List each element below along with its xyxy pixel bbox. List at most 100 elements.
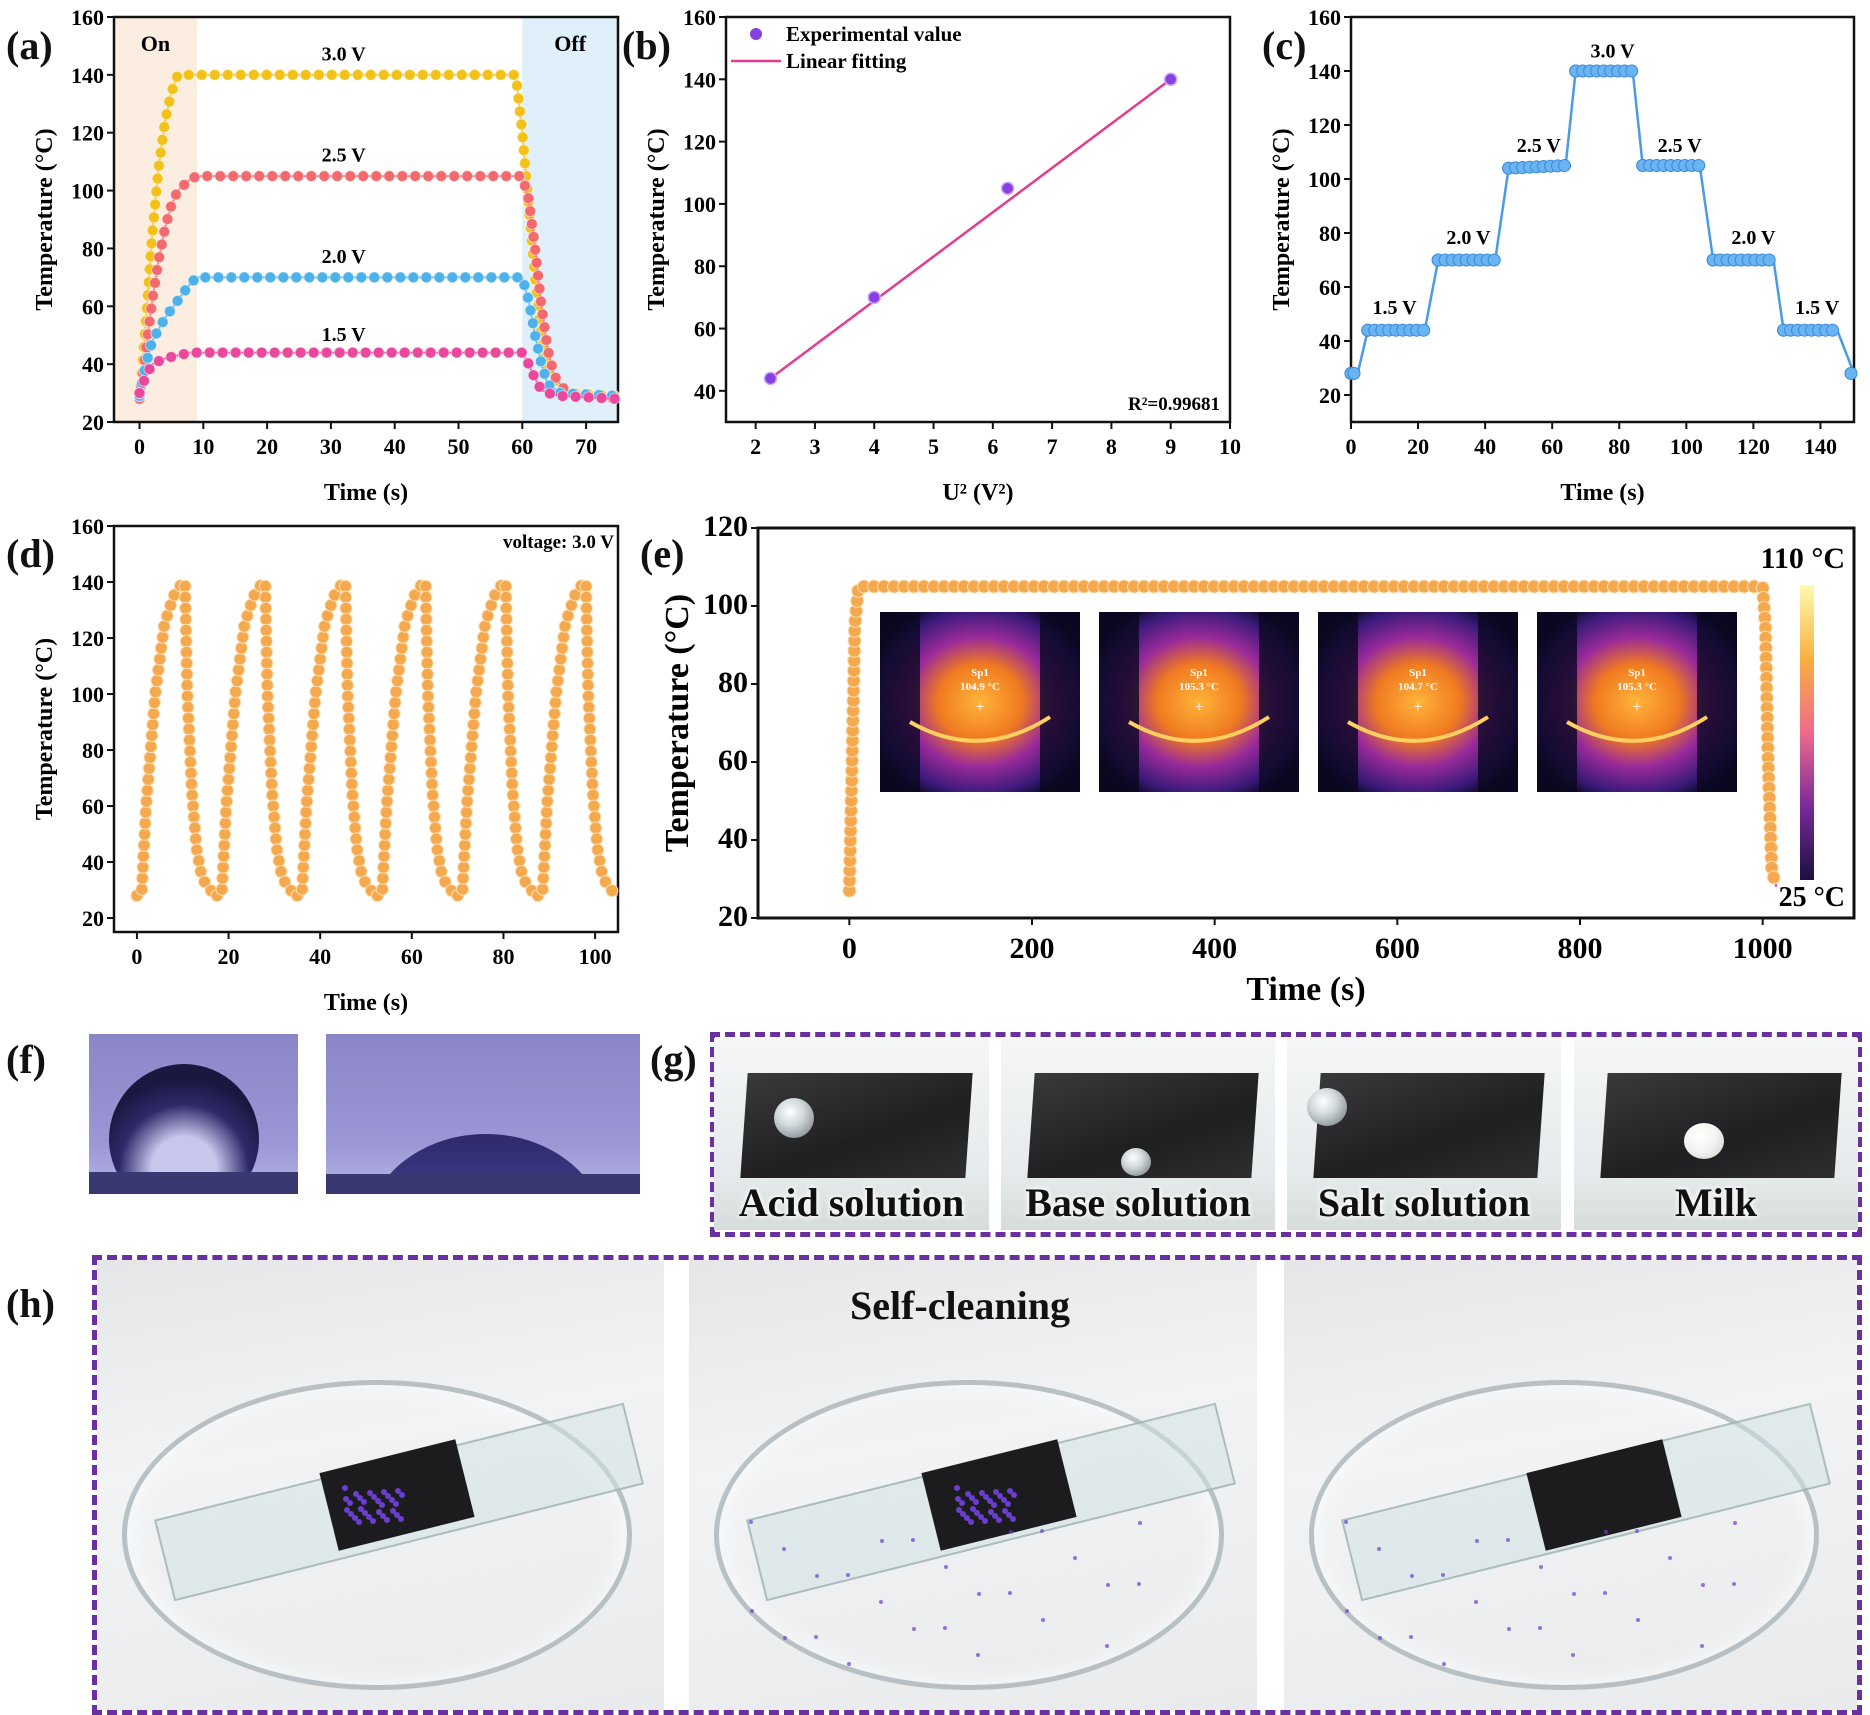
chart-c: 0 20 40 60 80 100 120 140 20 40 60 80 100 120 140 160 Ti… xyxy=(1269,5,1858,506)
petri-dish xyxy=(714,1380,1224,1690)
data-point xyxy=(396,170,409,183)
data-point xyxy=(183,755,197,769)
dirt-particle xyxy=(1344,1520,1348,1524)
y-tick-label: 80 xyxy=(82,738,104,763)
data-point xyxy=(515,118,528,131)
thermal-shadow xyxy=(1478,612,1518,792)
data-point xyxy=(420,271,433,284)
data-point xyxy=(258,579,272,593)
data-point xyxy=(142,761,156,775)
data-point xyxy=(499,579,513,593)
data-point xyxy=(380,794,394,808)
dirt-particle xyxy=(991,1502,997,1508)
data-point xyxy=(391,674,405,688)
data-point xyxy=(364,68,377,81)
data-point xyxy=(216,860,230,874)
data-point xyxy=(263,744,277,758)
x-tick-label: 20 xyxy=(1407,434,1429,459)
data-point xyxy=(220,794,234,808)
data-point xyxy=(305,729,319,743)
data-point xyxy=(458,838,472,852)
x-tick-label: 8 xyxy=(1106,434,1117,459)
y-tick-label: 60 xyxy=(718,744,748,777)
y-tick-label: 100 xyxy=(71,682,104,707)
data-point xyxy=(1762,253,1776,267)
data-point xyxy=(867,290,881,305)
spot-temp: 105.3 °C xyxy=(1617,681,1657,693)
data-point xyxy=(346,346,359,359)
data-point xyxy=(459,271,472,284)
data-point xyxy=(340,667,354,681)
data-point xyxy=(259,634,273,648)
y-tick-label: 160 xyxy=(1308,5,1341,30)
data-point xyxy=(152,355,165,368)
data-point xyxy=(181,700,195,714)
data-point xyxy=(530,256,543,269)
y-tick-label: 120 xyxy=(71,121,104,146)
data-point xyxy=(300,794,314,808)
data-point xyxy=(407,271,420,284)
data-point xyxy=(146,224,159,237)
dirt-particle xyxy=(357,1495,363,1501)
data-point xyxy=(198,875,212,889)
thermal-image: Sp1 105.3 °C + xyxy=(1537,612,1737,792)
data-point xyxy=(298,827,312,841)
x-axis-label: Time (s) xyxy=(324,990,408,1016)
dirt-particle xyxy=(1572,1592,1576,1596)
dirt-particle xyxy=(750,1609,754,1613)
data-point xyxy=(522,357,535,370)
thermal-shadow xyxy=(1318,612,1358,792)
x-axis-label: Time (s) xyxy=(1560,480,1644,506)
data-point xyxy=(312,663,326,677)
data-point xyxy=(163,95,176,108)
data-point xyxy=(377,849,391,863)
data-point xyxy=(262,722,276,736)
data-point xyxy=(557,630,571,644)
data-point xyxy=(465,739,479,753)
y-tick-label: 80 xyxy=(718,666,748,699)
x-tick-label: 6 xyxy=(987,434,998,459)
data-point xyxy=(149,198,162,211)
data-point xyxy=(508,810,522,824)
data-point xyxy=(579,590,593,604)
data-point xyxy=(143,315,156,328)
data-point xyxy=(450,346,463,359)
data-point xyxy=(221,783,235,797)
data-point xyxy=(416,68,429,81)
data-point xyxy=(538,367,551,380)
data-point xyxy=(430,843,444,857)
r-squared: R²=0.99681 xyxy=(1128,394,1220,415)
y-axis-label: Temperature (°C) xyxy=(1269,128,1295,310)
y-tick-label: 160 xyxy=(71,5,104,30)
y-tick-label: 80 xyxy=(694,254,716,279)
data-point xyxy=(181,711,195,725)
data-point xyxy=(154,641,168,655)
data-point xyxy=(179,284,192,297)
dirt-particle xyxy=(1007,1488,1013,1494)
data-point xyxy=(138,816,152,830)
data-point xyxy=(339,601,353,615)
dirt-particle xyxy=(992,1513,998,1519)
data-point xyxy=(344,766,358,780)
data-point xyxy=(591,843,605,857)
data-point xyxy=(595,392,608,405)
series-label: 2.5 V xyxy=(322,145,367,167)
data-point xyxy=(333,346,346,359)
data-point xyxy=(513,170,526,183)
data-point xyxy=(297,838,311,852)
dirt-particle xyxy=(1105,1644,1109,1648)
data-point xyxy=(472,663,486,677)
data-point xyxy=(217,849,231,863)
dirt-particle xyxy=(956,1507,962,1513)
x-tick-label: 100 xyxy=(1670,434,1703,459)
data-point xyxy=(511,271,524,284)
data-point xyxy=(542,772,556,786)
data-point xyxy=(171,70,184,83)
data-point xyxy=(180,667,194,681)
y-tick-label: 100 xyxy=(683,192,716,217)
data-point xyxy=(511,79,524,92)
data-point xyxy=(182,68,195,81)
data-point xyxy=(261,700,275,714)
x-tick-label: 60 xyxy=(401,944,423,969)
dirt-particle xyxy=(782,1547,786,1551)
